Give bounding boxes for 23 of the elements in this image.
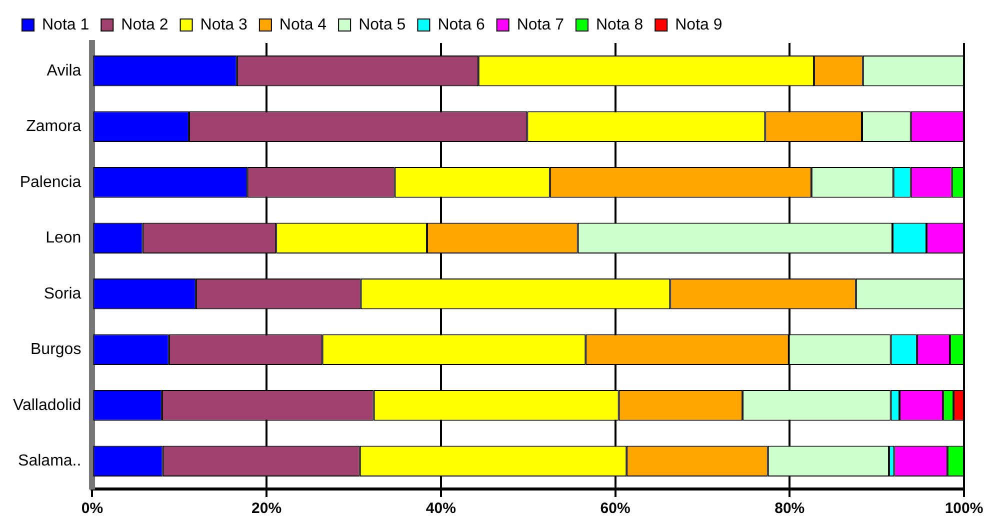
x-tick-label: 60% — [600, 500, 630, 518]
x-tick-label: 20% — [252, 500, 282, 518]
legend-label: Nota 8 — [596, 16, 644, 34]
x-tick-label: 40% — [426, 500, 456, 518]
y-tick-label: Soria — [44, 285, 82, 302]
y-tick-label: Leon — [46, 230, 82, 247]
legend-label: Nota 2 — [121, 16, 168, 34]
legend-label: Nota 6 — [438, 16, 485, 34]
x-tick-label: 80% — [774, 500, 805, 518]
legend-label: Nota 4 — [279, 16, 327, 34]
y-tick-label: Valladolid — [12, 396, 82, 414]
legend-label: Nota 5 — [358, 16, 406, 34]
legend-label: Nota 1 — [42, 16, 90, 34]
y-tick-label: Burgos — [30, 341, 82, 358]
legend-label: Nota 7 — [516, 16, 564, 34]
x-tick-label: 0% — [81, 500, 104, 518]
legend-label: Nota 9 — [675, 16, 722, 34]
y-tick-label: Palencia — [20, 174, 82, 191]
y-tick-label: Salama.. — [18, 452, 82, 470]
y-tick-label: Zamora — [26, 118, 82, 136]
legend-label: Nota 3 — [200, 16, 248, 34]
y-tick-label: Avila — [46, 62, 82, 80]
x-tick-label: 100% — [944, 500, 984, 518]
